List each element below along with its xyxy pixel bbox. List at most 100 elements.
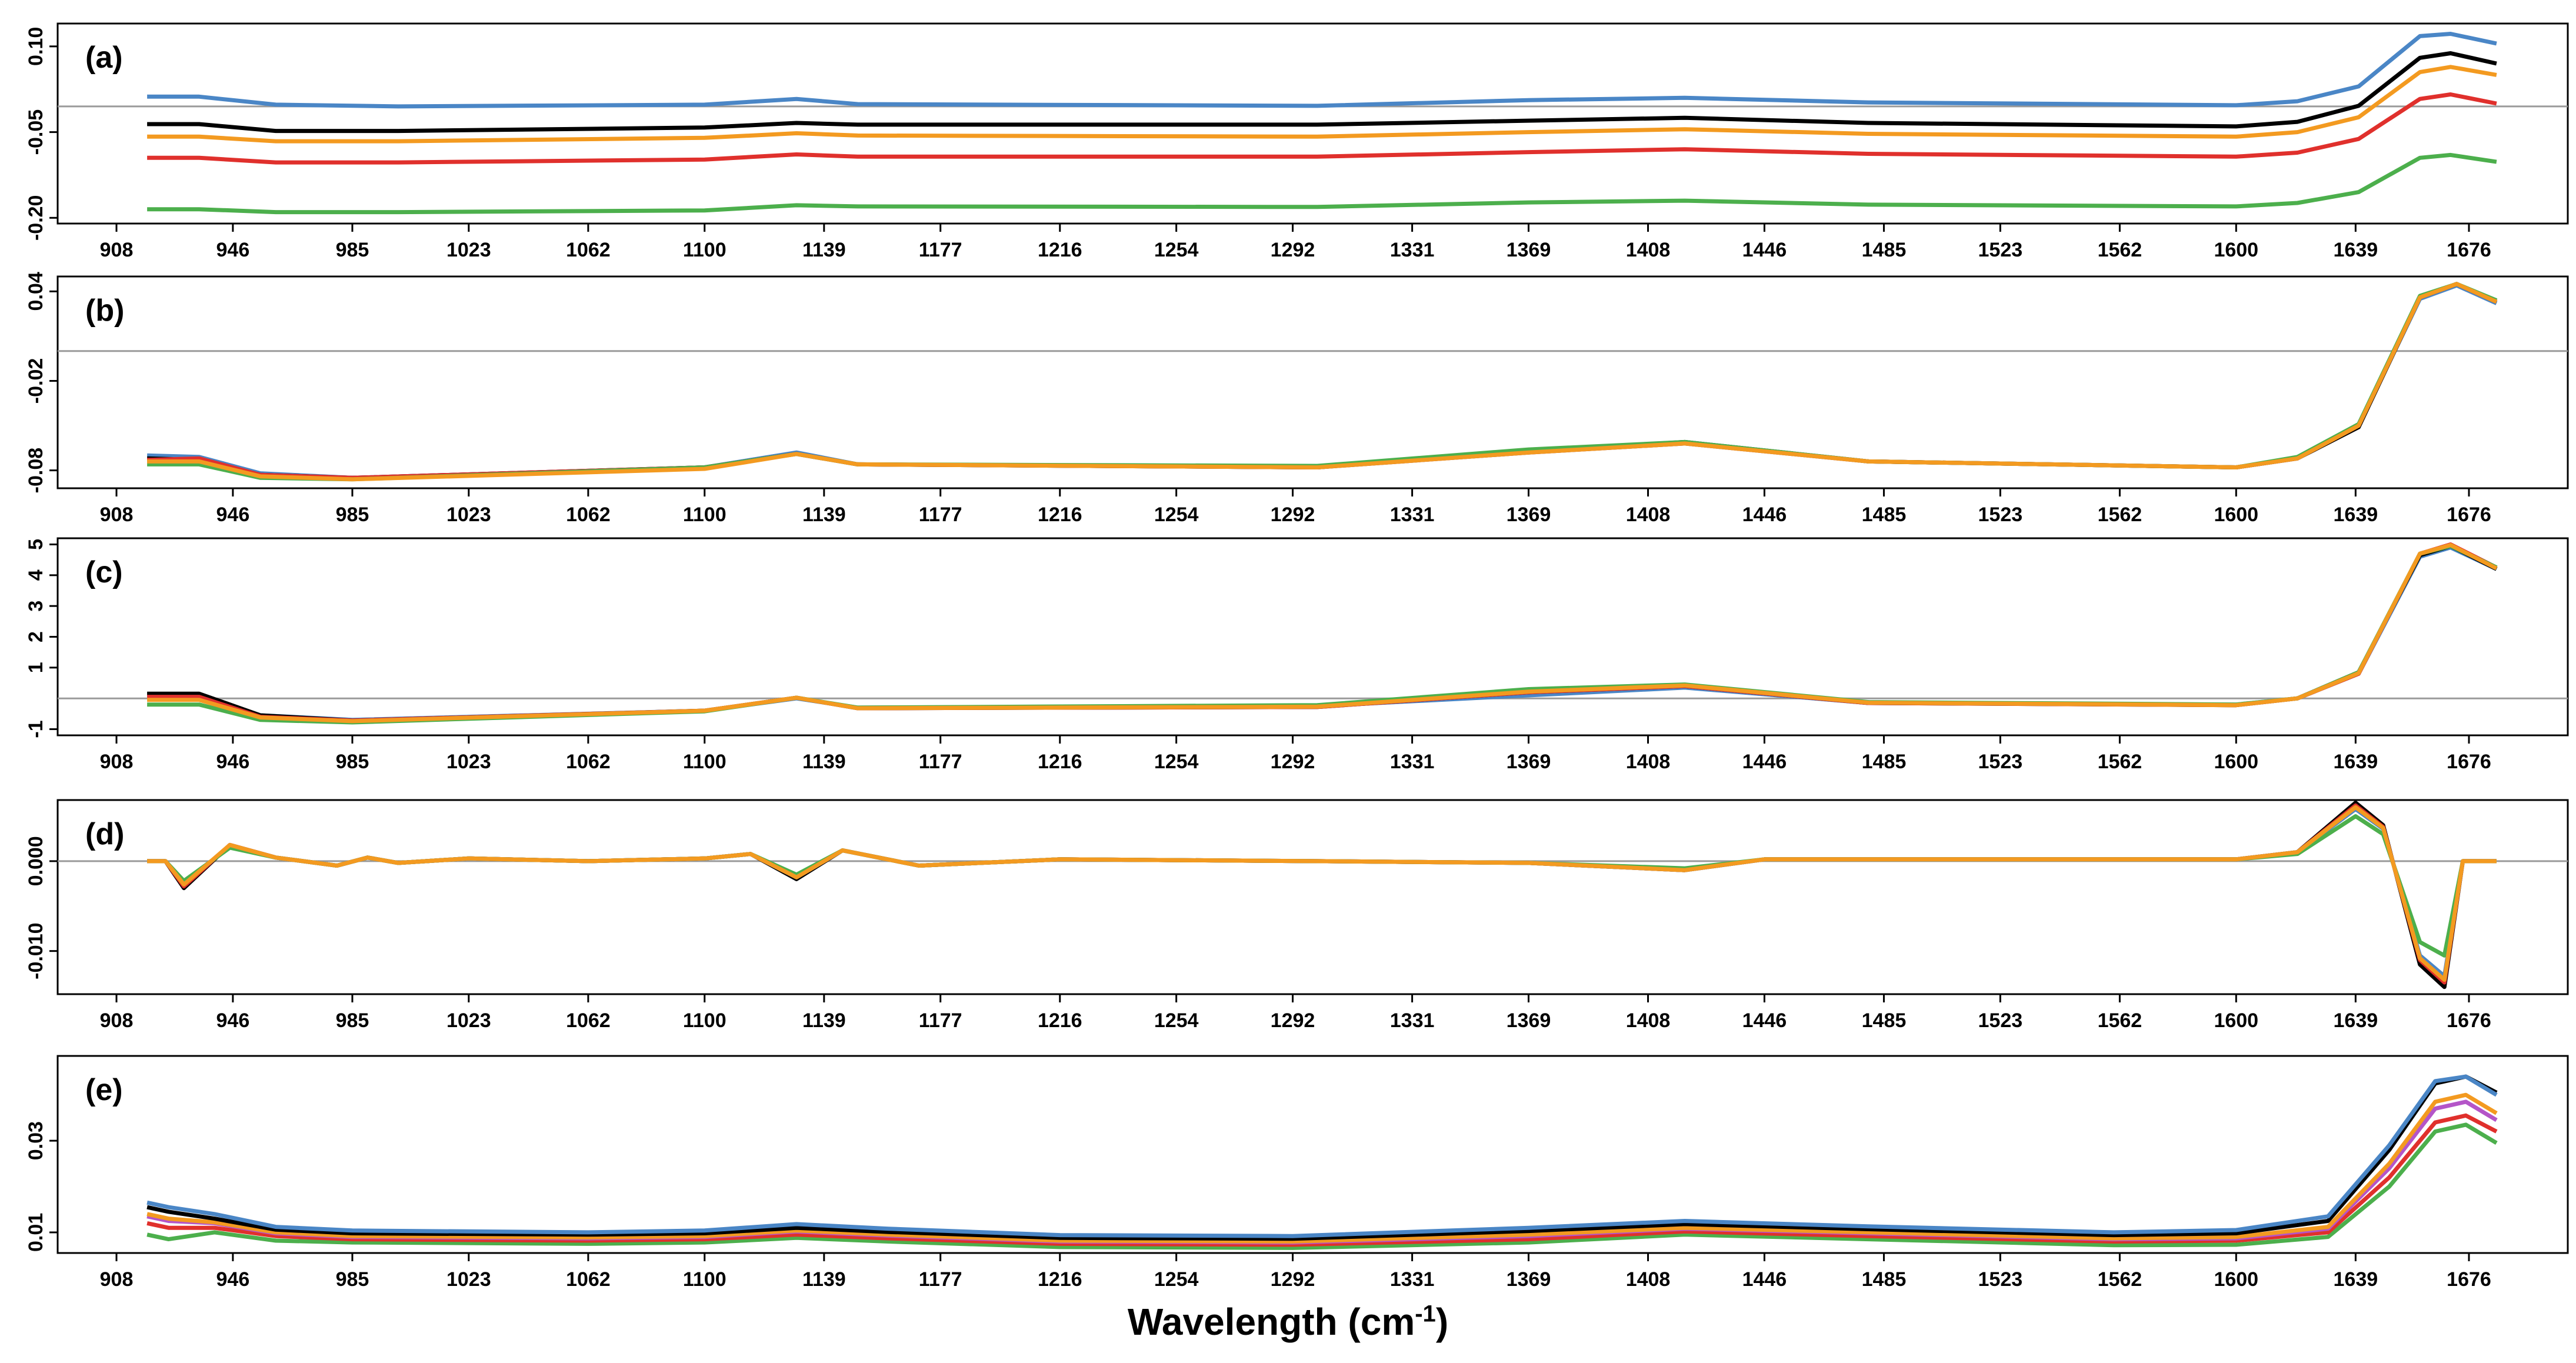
x-tick-label: 1216	[1038, 504, 1082, 526]
x-tick-label: 1023	[446, 1009, 491, 1032]
x-tick-label: 1676	[2447, 751, 2491, 773]
series-line-red	[146, 1113, 2498, 1247]
panel-frame	[56, 1055, 2569, 1254]
x-tick-label: 1408	[1626, 1268, 1671, 1291]
series-line-green	[147, 544, 2498, 725]
series-line-red	[147, 282, 2498, 480]
x-tick-label: 908	[100, 239, 134, 261]
series-line-blue	[147, 807, 2497, 978]
x-tick-label: 1408	[1626, 751, 1671, 773]
x-tick-label: 1676	[2447, 239, 2491, 261]
x-tick-label: 1600	[2214, 504, 2258, 526]
panel-frame	[56, 799, 2569, 995]
x-axis-label: Wavelength (cm-1)	[1127, 1301, 1449, 1343]
series-line-green	[147, 282, 2498, 482]
x-tick-label: 1485	[1862, 239, 1907, 261]
y-tick-label: 4	[25, 569, 47, 581]
x-tick-label: 1254	[1154, 1268, 1199, 1291]
x-tick-label: 1100	[683, 1009, 727, 1032]
x-tick-label: 1062	[566, 751, 611, 773]
x-tick-label: 985	[336, 1268, 369, 1291]
x-tick-label: 1446	[1742, 504, 1787, 526]
x-tick-label: 1331	[1390, 1009, 1435, 1032]
x-tick-label: 1292	[1271, 504, 1315, 526]
x-tick-label: 1523	[1978, 1009, 2023, 1032]
x-tick-label: 908	[100, 1009, 134, 1032]
x-tick-label: 908	[100, 1268, 134, 1291]
series-line-blue	[146, 1074, 2498, 1238]
y-tick-label: 0.01	[25, 1213, 47, 1252]
x-tick-label: 1523	[1978, 239, 2023, 261]
x-tick-label: 1562	[2098, 239, 2142, 261]
x-tick-label: 1639	[2334, 1268, 2378, 1291]
x-tick-label: 1408	[1626, 1009, 1671, 1032]
x-tick-label: 946	[216, 504, 250, 526]
panel-label: (b)	[85, 294, 124, 328]
series-line-orange	[147, 805, 2497, 982]
y-tick-label: 3	[25, 601, 47, 612]
x-tick-label: 1600	[2214, 1009, 2258, 1032]
x-tick-label: 1100	[683, 239, 727, 261]
series-line-blue	[146, 283, 2498, 480]
series-line-orange	[147, 65, 2497, 144]
y-tick-label: 5	[25, 539, 47, 550]
x-tick-label: 946	[216, 751, 250, 773]
x-tick-label: 1446	[1742, 751, 1787, 773]
y-tick-label: 0.000	[25, 836, 47, 886]
x-tick-label: 1369	[1507, 1009, 1551, 1032]
y-tick-label: 2	[25, 631, 47, 642]
x-tick-label: 1254	[1154, 504, 1199, 526]
series-line-red	[147, 92, 2497, 165]
x-tick-label: 1139	[802, 504, 846, 526]
x-tick-label: 1292	[1271, 1009, 1315, 1032]
series-line-green	[147, 814, 2497, 958]
x-tick-label: 1331	[1390, 504, 1435, 526]
x-tick-label: 1216	[1038, 239, 1082, 261]
x-tick-label: 1100	[683, 504, 727, 526]
y-tick-label: -0.010	[25, 922, 47, 979]
x-tick-label: 1639	[2334, 504, 2378, 526]
x-tick-label: 1485	[1862, 504, 1907, 526]
x-tick-label: 1523	[1978, 504, 2023, 526]
x-tick-label: 1562	[2098, 504, 2142, 526]
series-line-orange	[147, 282, 2498, 482]
x-tick-label: 1292	[1271, 239, 1315, 261]
series-line-red	[147, 542, 2498, 723]
panel-label: (a)	[85, 41, 123, 75]
panel-label: (c)	[85, 555, 123, 589]
x-tick-label: 1639	[2334, 1009, 2378, 1032]
panel-d: 908 946 985 1023 1062 1100 1139 1177 1216 1254 129…	[25, 799, 2569, 1032]
x-tick-label: 1369	[1507, 751, 1551, 773]
x-tick-label: 1446	[1742, 1268, 1787, 1291]
series-line-green	[146, 1122, 2498, 1250]
x-tick-label: 1177	[919, 504, 962, 526]
x-tick-label: 1139	[802, 1268, 846, 1291]
x-tick-label: 1139	[802, 751, 846, 773]
x-tick-label: 1254	[1154, 239, 1199, 261]
x-tick-label: 1292	[1271, 751, 1315, 773]
panel-c: 908 946 985 1023 1062 1100 1139 1177 1216 1254 129…	[25, 537, 2569, 773]
x-tick-label: 946	[216, 239, 250, 261]
x-tick-label: 1485	[1862, 1268, 1907, 1291]
x-tick-label: 1254	[1154, 1009, 1199, 1032]
x-tick-label: 985	[336, 1009, 369, 1032]
series-line-blue	[147, 545, 2498, 722]
x-tick-label: 1139	[802, 239, 846, 261]
x-tick-label: 1062	[566, 239, 611, 261]
x-tick-label: 1177	[919, 1268, 962, 1291]
x-tick-label: 1023	[446, 504, 491, 526]
x-tick-label: 1369	[1507, 504, 1551, 526]
series-line-black	[147, 801, 2497, 989]
x-tick-label: 1023	[446, 239, 491, 261]
x-tick-label: 1254	[1154, 751, 1199, 773]
x-tick-label: 985	[336, 751, 369, 773]
x-tick-label: 1177	[919, 751, 962, 773]
x-tick-label: 1369	[1507, 1268, 1551, 1291]
y-tick-label: -0.20	[25, 195, 47, 241]
x-tick-label: 1331	[1390, 751, 1435, 773]
x-tick-label: 1023	[446, 751, 491, 773]
series-line-orange	[146, 1092, 2498, 1244]
x-tick-label: 1562	[2098, 751, 2142, 773]
y-tick-label: 0.03	[25, 1121, 47, 1160]
x-tick-label: 1216	[1038, 751, 1082, 773]
